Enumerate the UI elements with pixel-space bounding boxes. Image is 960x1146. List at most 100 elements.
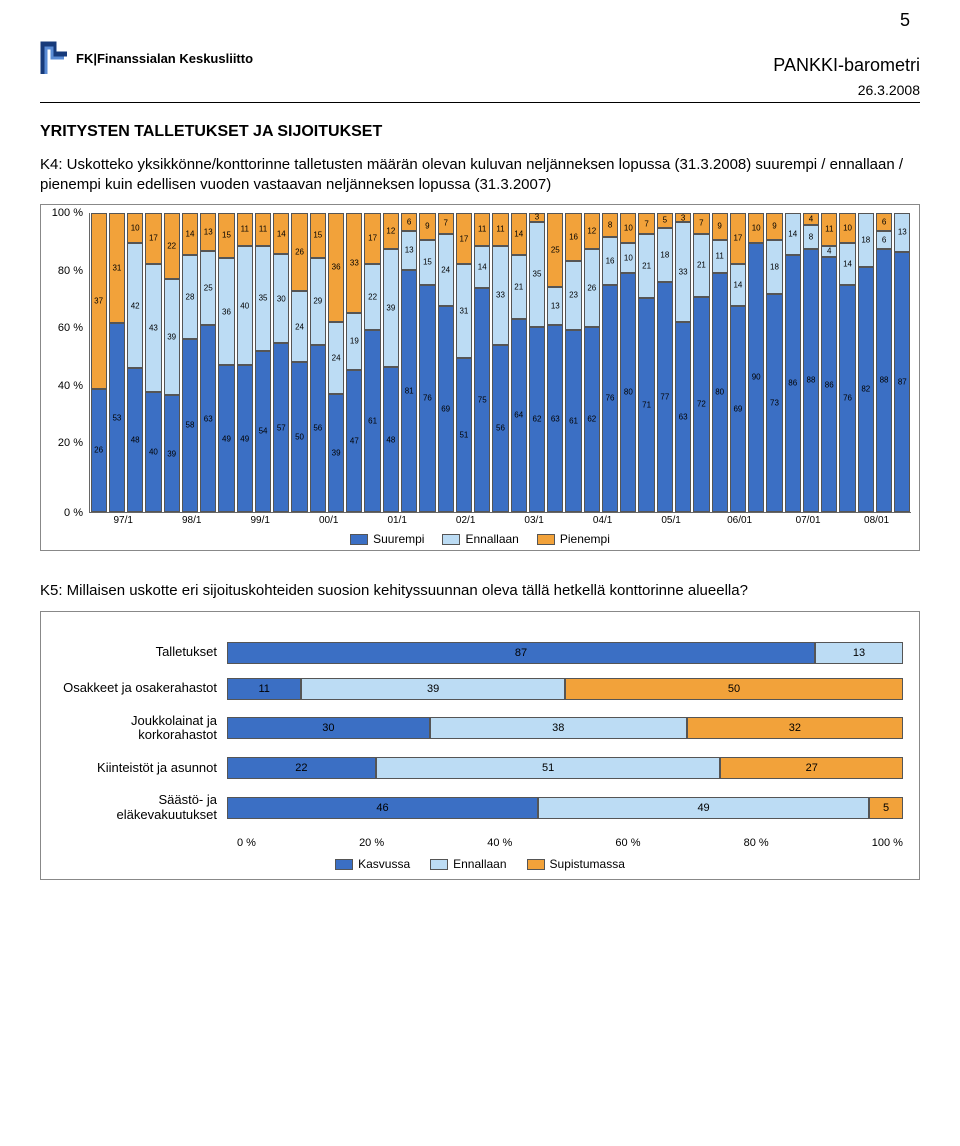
bar-value: 76 [606,394,615,403]
bar-segment: 21 [511,255,527,318]
bar-segment: 36 [328,213,344,322]
bar-segment: 63 [675,322,691,512]
bar-segment: 36 [218,258,234,366]
bar-segment: 26 [91,389,107,512]
bar-value: 21 [642,261,651,270]
hbar-value: 46 [376,802,388,814]
xtick: 05/1 [637,515,705,526]
legend-swatch [527,859,545,870]
bar-value: 48 [131,436,140,445]
bar-segment: 7 [638,213,654,234]
hbar-row: Kiinteistöt ja asunnot225127 [57,757,903,779]
bar-value: 8 [608,220,612,229]
bar-value: 23 [569,291,578,300]
bar-col: 3726 [91,213,107,512]
xtick: 80 % [744,837,769,849]
bar-segment: 43 [145,264,161,393]
bar-col: 3 35 62 [529,213,545,512]
bar-value: 6 [882,217,886,226]
bar-value: 33 [350,258,359,267]
bar-segment: 6 [401,213,417,231]
bar-col: 111475 [474,213,490,512]
bar-value: 16 [606,256,615,265]
bar-value: 24 [295,322,304,331]
bar-value: 51 [459,430,468,439]
chart1-xaxis: 97/198/199/100/101/102/103/104/105/106/0… [89,515,911,526]
bar-segment: 10 [620,213,636,243]
bar-value: 33 [496,291,505,300]
bar-value: 61 [569,416,578,425]
bar-segment: 11 [821,213,837,246]
hbar-segment: 32 [687,717,903,739]
bar-segment: 61 [364,330,380,512]
bar-col: 91873 [766,213,782,512]
legend-swatch [335,859,353,870]
bar-value: 43 [149,324,158,333]
legend-label: Suurempi [373,532,424,546]
hbar-segment: 87 [227,642,815,664]
bar-segment: 12 [584,213,600,249]
bar-segment: 33 [492,246,508,345]
bar-value: 11 [825,225,833,234]
bar-segment: 56 [310,345,326,512]
bar-col: 3153 [109,213,125,512]
bar-segment: 62 [529,327,545,512]
bar-value: 6 [882,235,886,244]
bar-value: 50 [295,433,304,442]
bar-segment: 5 [657,213,673,228]
bar-value: 49 [222,434,231,443]
bar-segment: 39 [328,394,344,512]
hbar-label: Kiinteistöt ja asunnot [57,761,227,776]
bar-segment: 48 [383,367,399,512]
bar-value: 63 [204,414,213,423]
bar-value: 69 [733,404,742,413]
bar-col: 123948 [383,213,399,512]
bar-value: 9 [425,222,429,231]
bar-value: 40 [240,301,249,310]
bar-value: 24 [441,265,450,274]
bar-value: 48 [386,435,395,444]
bar-value: 13 [898,228,907,237]
chart1-plot: 100 %80 %60 %40 %20 %0 % 372631531042481… [49,213,911,513]
bar-col: 51877 [657,213,673,512]
bar-value: 17 [733,234,742,243]
bar-segment: 15 [310,213,326,258]
chart1-legend: SuurempiEnnallaanPienempi [49,532,911,546]
bar-value: 63 [551,414,560,423]
report-title: PANKKI-barometri [773,55,920,76]
hbar-track: 46495 [227,797,903,819]
bar-segment: 9 [712,213,728,240]
hbar-value: 30 [322,722,334,734]
bar-col: 72172 [693,213,709,512]
bar-value: 17 [368,234,377,243]
bar-segment: 9 [419,213,435,240]
bar-segment: 22 [164,213,180,279]
bar-value: 35 [533,270,542,279]
bar-value: 11 [716,252,724,261]
bar-segment: 49 [237,365,253,512]
bar-segment: 39 [164,395,180,512]
bar-col: 162361 [565,213,581,512]
bar-value: 39 [332,449,341,458]
bar-segment: 6 [876,213,892,231]
bar-value: 8 [809,232,813,241]
ytick: 40 % [49,380,83,392]
bar-col: 11486 [821,213,837,512]
bar-segment: 69 [730,306,746,512]
bar-col: 33363 [675,213,691,512]
bar-segment: 14 [182,213,198,255]
bar-value: 63 [679,412,688,421]
bar-segment: 54 [255,351,271,512]
xtick: 08/01 [842,515,910,526]
bar-value: 90 [752,373,761,382]
bar-segment: 21 [638,234,654,297]
bar-segment: 3 [529,213,545,222]
bar-segment: 86 [821,257,837,512]
bar-value: 11 [241,225,249,234]
bar-segment: 81 [401,270,417,512]
bar-segment: 12 [383,213,399,249]
bar-value: 9 [717,222,721,231]
header-rule [40,102,920,103]
bar-value: 35 [259,294,268,303]
bar-value: 13 [405,246,414,255]
